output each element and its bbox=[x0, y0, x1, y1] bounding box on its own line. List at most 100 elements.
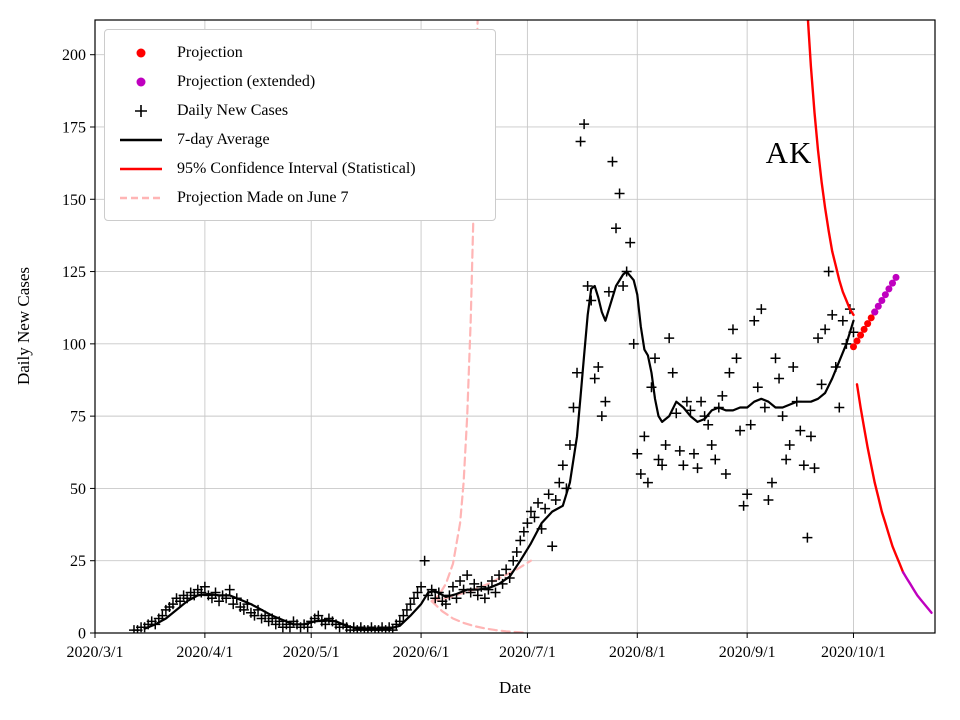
plus-marker bbox=[469, 578, 480, 589]
plus-marker bbox=[462, 570, 473, 581]
plus-marker bbox=[657, 460, 668, 471]
dot-marker bbox=[864, 320, 872, 328]
plus-marker bbox=[688, 448, 699, 459]
legend: Projection Projection (extended) Daily New… bbox=[104, 29, 496, 221]
plus-marker bbox=[703, 419, 714, 430]
plus-marker bbox=[416, 581, 427, 592]
legend-item: Projection bbox=[115, 38, 495, 67]
series-layer bbox=[128, 20, 933, 633]
dot-marker bbox=[860, 325, 868, 333]
plus-marker bbox=[653, 454, 664, 465]
x-tick-label: 2020/5/1 bbox=[283, 644, 340, 661]
plus-marker bbox=[710, 454, 721, 465]
plus-marker bbox=[802, 532, 813, 543]
series-june7-projection-lower bbox=[430, 600, 529, 633]
series-projection-extended bbox=[871, 273, 900, 316]
plus-marker bbox=[175, 596, 186, 607]
plus-marker bbox=[564, 440, 575, 451]
dot-marker-icon bbox=[115, 45, 167, 61]
plus-marker bbox=[540, 503, 551, 514]
x-tick-label: 2020/10/1 bbox=[821, 644, 886, 661]
plus-marker bbox=[167, 599, 178, 610]
plus-marker bbox=[646, 382, 657, 393]
plus-marker bbox=[766, 477, 777, 488]
plus-marker bbox=[667, 367, 678, 378]
plus-marker bbox=[533, 497, 544, 508]
plus-marker bbox=[625, 237, 636, 248]
y-tick-label: 125 bbox=[62, 264, 86, 281]
plus-marker bbox=[600, 396, 611, 407]
plus-marker bbox=[440, 599, 451, 610]
plus-marker bbox=[614, 188, 625, 199]
plus-marker bbox=[401, 604, 412, 615]
plus-marker bbox=[508, 555, 519, 566]
plus-marker bbox=[494, 570, 505, 581]
plus-marker bbox=[603, 286, 614, 297]
plus-marker bbox=[572, 367, 583, 378]
plus-marker bbox=[749, 315, 760, 326]
dot-marker bbox=[871, 308, 879, 316]
legend-item-label: Projection Made on June 7 bbox=[177, 188, 349, 206]
plus-marker bbox=[837, 315, 848, 326]
plus-marker bbox=[313, 610, 324, 621]
plus-marker bbox=[664, 333, 675, 344]
plus-marker bbox=[798, 460, 809, 471]
line-marker-icon bbox=[115, 161, 167, 177]
legend-item: Projection Made on June 7 bbox=[115, 183, 495, 212]
plus-marker bbox=[745, 419, 756, 430]
plus-marker bbox=[224, 584, 235, 595]
plus-marker bbox=[805, 431, 816, 442]
plus-marker bbox=[522, 518, 533, 529]
plus-marker bbox=[635, 468, 646, 479]
plus-marker bbox=[727, 324, 738, 335]
plus-marker bbox=[228, 599, 239, 610]
plus-marker bbox=[763, 494, 774, 505]
plus-marker bbox=[426, 584, 437, 595]
plus-marker bbox=[618, 281, 629, 292]
legend-item: Daily New Cases bbox=[115, 96, 495, 125]
plus-marker bbox=[214, 596, 225, 607]
series-ci-lower bbox=[855, 383, 905, 574]
legend-item-label: 95% Confidence Interval (Statistical) bbox=[177, 159, 416, 177]
plus-marker bbox=[671, 408, 682, 419]
plus-marker bbox=[795, 425, 806, 436]
plus-marker bbox=[486, 575, 497, 586]
series-ci-lower-extended bbox=[901, 571, 933, 614]
plus-marker bbox=[575, 136, 586, 147]
plus-marker bbox=[430, 593, 441, 604]
plus-marker bbox=[706, 440, 717, 451]
legend-item-label: Daily New Cases bbox=[177, 101, 289, 119]
plus-marker bbox=[593, 361, 604, 372]
plus-marker bbox=[589, 373, 600, 384]
plus-marker bbox=[490, 587, 501, 598]
plus-marker bbox=[759, 402, 770, 413]
y-axis-label: Daily New Cases bbox=[14, 266, 33, 386]
dashed-line-icon bbox=[115, 190, 167, 206]
plus-marker bbox=[579, 119, 590, 130]
plus-marker bbox=[547, 541, 558, 552]
plus-marker bbox=[529, 512, 540, 523]
x-tick-label: 2020/4/1 bbox=[176, 644, 233, 661]
plus-marker bbox=[525, 506, 536, 517]
y-tick-label: 25 bbox=[70, 553, 86, 570]
y-tick-label: 150 bbox=[62, 192, 86, 209]
plus-marker bbox=[157, 610, 168, 621]
plus-marker bbox=[696, 396, 707, 407]
x-tick-label: 2020/8/1 bbox=[609, 644, 666, 661]
y-tick-label: 100 bbox=[62, 336, 86, 353]
plus-marker bbox=[717, 390, 728, 401]
plus-marker bbox=[650, 353, 660, 364]
plus-marker bbox=[742, 489, 753, 500]
plus-marker bbox=[199, 581, 210, 592]
plus-marker bbox=[639, 431, 650, 442]
dot-marker bbox=[874, 302, 882, 310]
plus-marker bbox=[419, 555, 430, 566]
plus-marker bbox=[642, 477, 653, 488]
plus-marker bbox=[674, 445, 685, 456]
legend-item-label: Projection (extended) bbox=[177, 72, 316, 90]
plus-marker bbox=[550, 494, 561, 505]
plus-marker bbox=[678, 460, 689, 471]
plus-marker bbox=[557, 460, 568, 471]
line-marker-icon bbox=[115, 132, 167, 148]
